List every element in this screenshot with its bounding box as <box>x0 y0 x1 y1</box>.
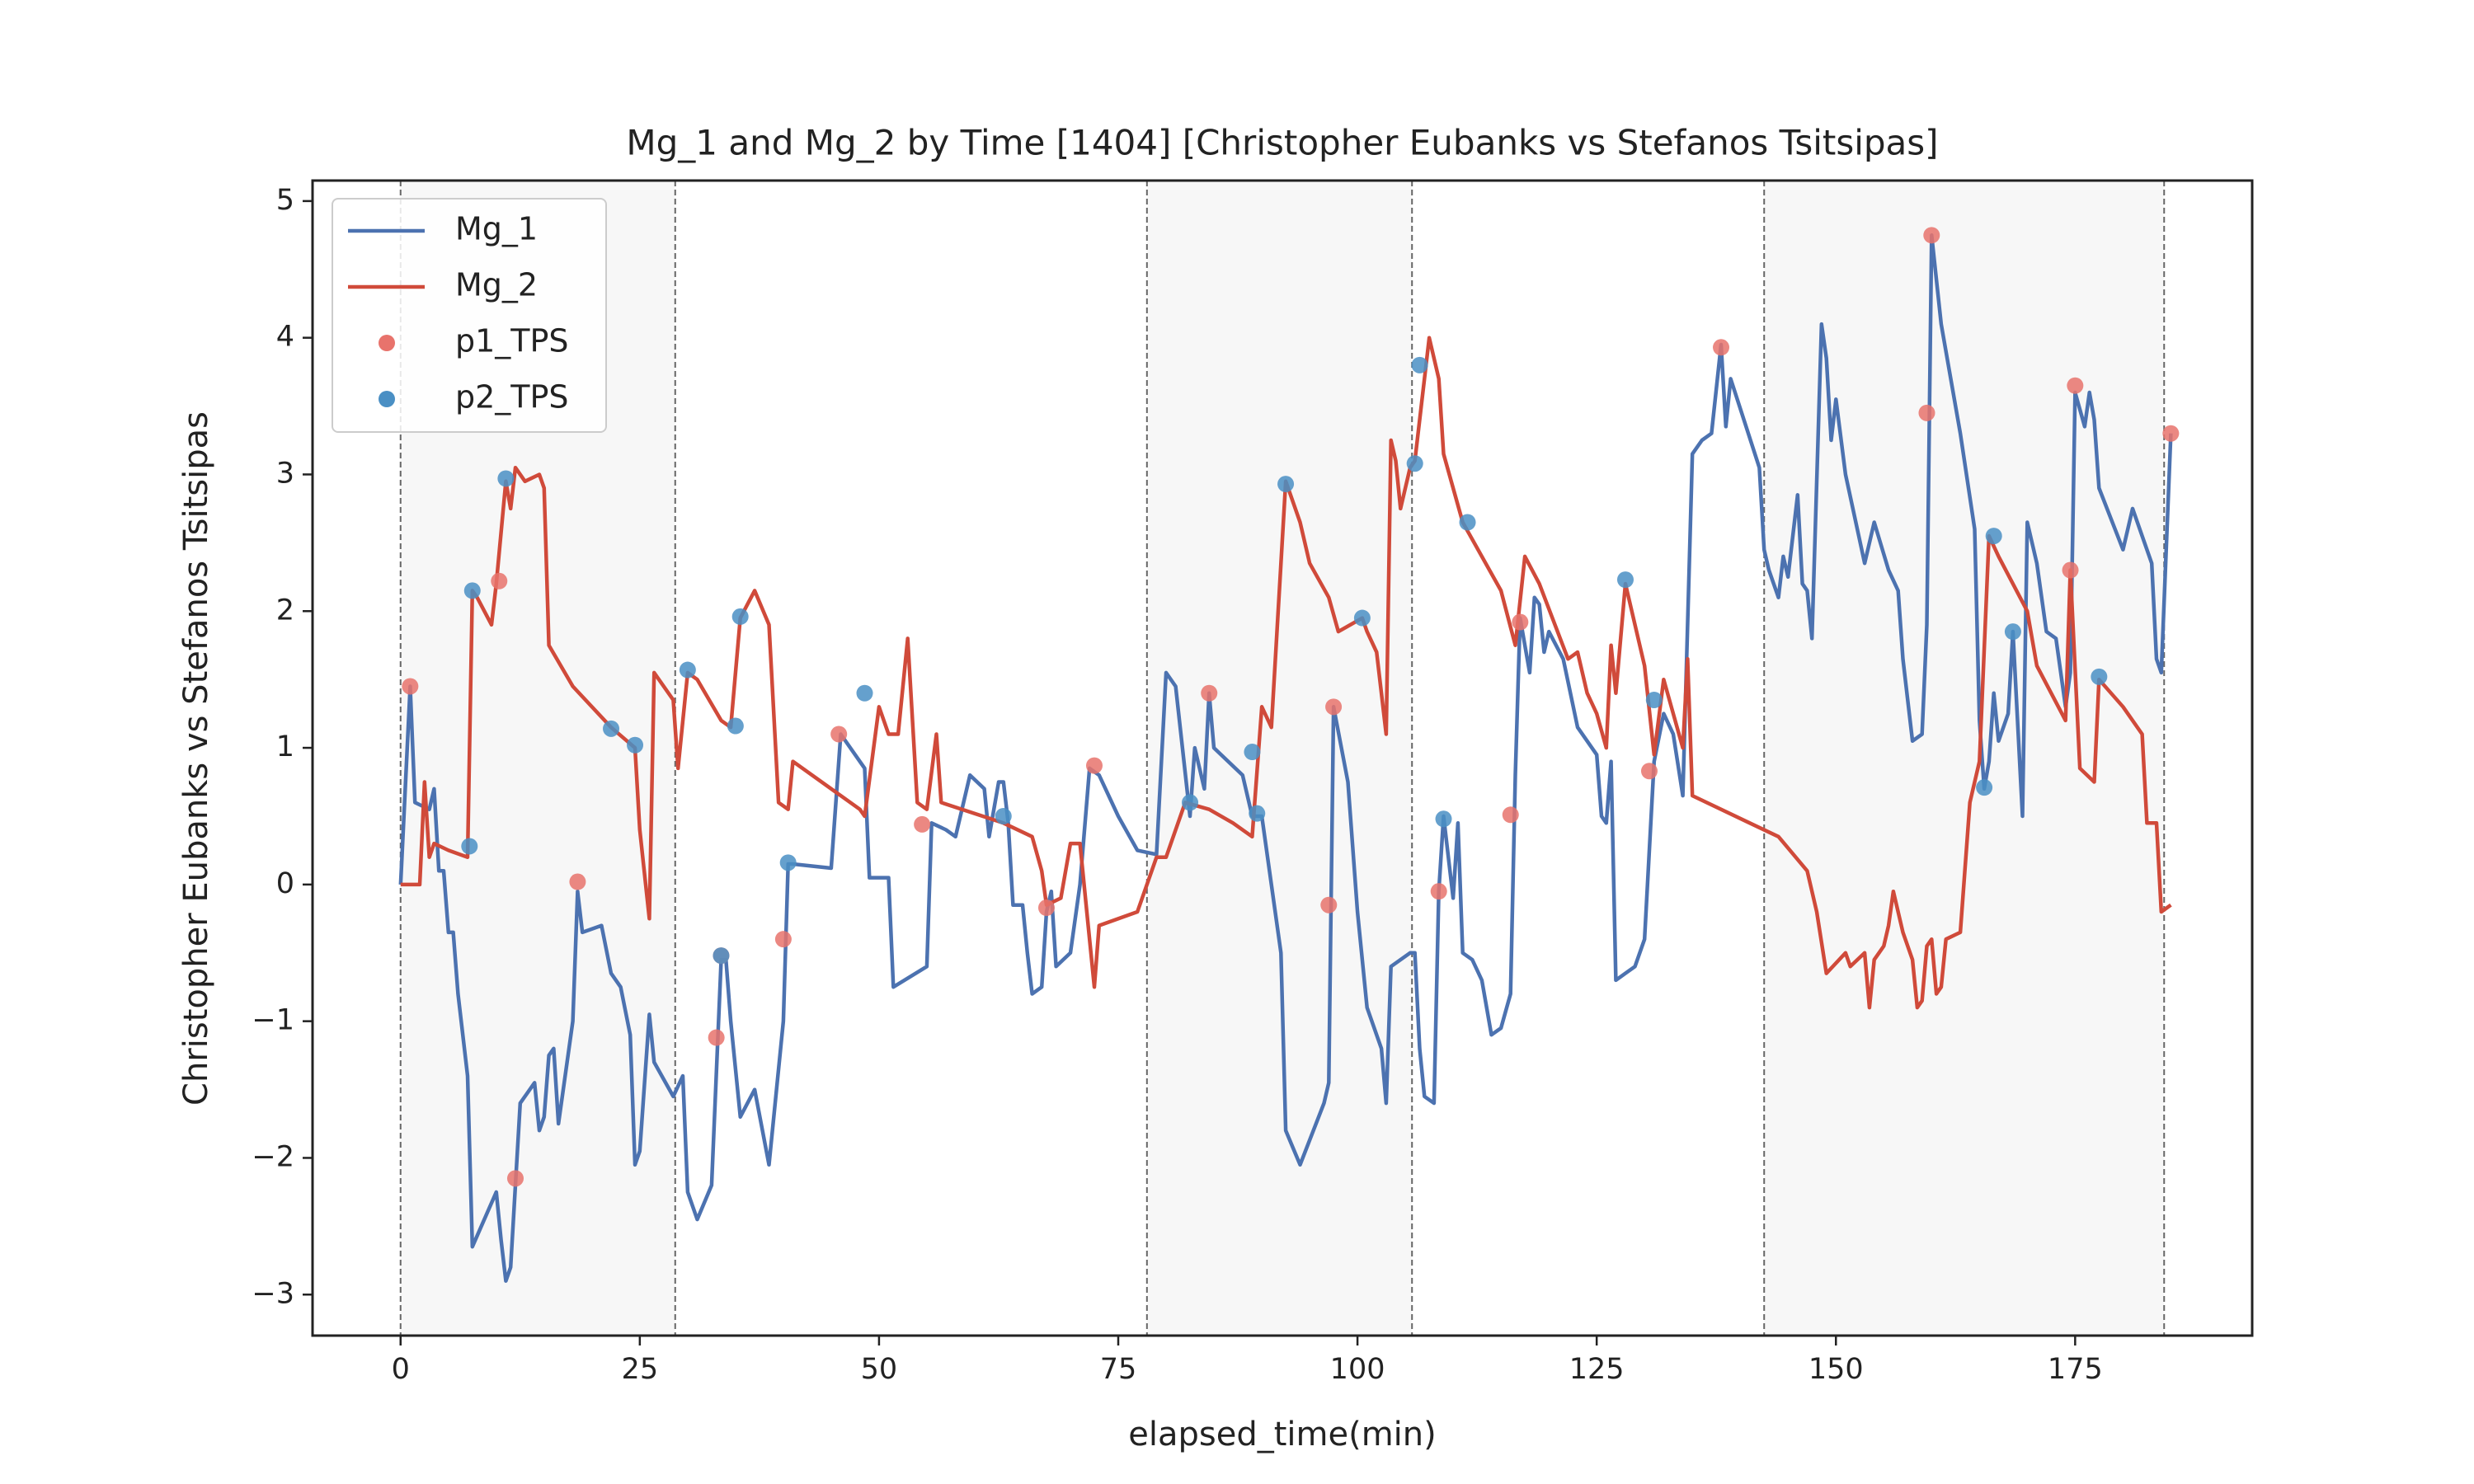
legend-frame <box>332 198 607 433</box>
tps-point <box>1918 404 1935 421</box>
tps-point <box>2062 561 2079 579</box>
tps-point <box>1645 692 1663 709</box>
tps-point <box>497 470 515 487</box>
tps-point <box>1325 698 1343 716</box>
tps-point <box>1085 757 1103 774</box>
tps-point <box>1923 227 1940 244</box>
y-tick-label: 4 <box>276 321 294 354</box>
legend-marker <box>379 335 395 351</box>
tps-point <box>1713 339 1730 356</box>
tps-point <box>1512 613 1529 631</box>
x-tick-label: 75 <box>1100 1353 1137 1386</box>
tps-point <box>1182 794 1199 811</box>
tps-point <box>1411 356 1428 373</box>
tps-point <box>461 838 478 855</box>
tps-point <box>774 931 792 948</box>
y-tick-label: 5 <box>276 184 294 217</box>
legend-label: p2_TPS <box>455 379 569 416</box>
tps-point <box>1435 810 1452 828</box>
tps-point <box>1277 476 1295 493</box>
set-shade <box>1146 181 1413 1336</box>
tps-point <box>1640 763 1658 780</box>
legend-label: p1_TPS <box>455 323 569 359</box>
plot-area <box>398 227 2180 1283</box>
x-tick-label: 25 <box>622 1353 659 1386</box>
tps-point <box>1244 744 1261 761</box>
tps-point <box>713 947 730 965</box>
y-tick-label: 3 <box>276 457 294 490</box>
tps-point <box>1201 684 1218 702</box>
tps-point <box>1037 899 1055 917</box>
legend: Mg_1 Mg_2 p1_TPS p2_TPS <box>332 198 607 433</box>
tps-point <box>1249 805 1266 822</box>
tps-point <box>830 726 848 743</box>
tps-point <box>2067 377 2084 394</box>
tps-point <box>1430 883 1447 900</box>
y-tick-label: −2 <box>252 1140 294 1173</box>
tps-point <box>914 815 931 833</box>
x-tick-label: 175 <box>2048 1353 2103 1386</box>
y-tick-label: −3 <box>252 1277 294 1310</box>
tps-point <box>708 1029 725 1046</box>
tps-point <box>2091 668 2108 685</box>
legend-label: Mg_2 <box>455 267 538 303</box>
x-tick-label: 125 <box>1569 1353 1625 1386</box>
tps-point <box>1406 455 1423 472</box>
tps-point <box>402 678 419 695</box>
x-tick-label: 50 <box>861 1353 898 1386</box>
y-tick-label: 0 <box>276 867 294 900</box>
x-tick-label: 100 <box>1330 1353 1385 1386</box>
y-tick-label: 1 <box>276 730 294 763</box>
tps-point <box>627 736 644 754</box>
y-tick-label: −1 <box>252 1004 294 1037</box>
y-axis-label: Christopher Eubanks vs Stefanos Tsitsipa… <box>177 411 215 1106</box>
tps-point <box>1320 896 1338 913</box>
tps-point <box>995 807 1012 824</box>
tps-point <box>731 608 749 625</box>
tps-point <box>1616 571 1634 589</box>
tps-point <box>856 684 873 702</box>
series-line <box>398 233 2173 1283</box>
tps-point <box>727 717 744 735</box>
tps-point <box>1353 609 1371 627</box>
tps-point <box>506 1170 524 1187</box>
tps-point <box>603 720 620 737</box>
y-tick-label: 2 <box>276 594 294 627</box>
x-tick-label: 150 <box>1808 1353 1864 1386</box>
tps-point <box>491 572 508 589</box>
tps-point <box>2004 623 2021 641</box>
legend-label: Mg_1 <box>455 211 538 247</box>
tps-point <box>463 582 481 599</box>
tps-point <box>1985 528 2002 545</box>
tps-point <box>1976 779 1993 796</box>
tps-point <box>2162 425 2180 442</box>
tps-point <box>679 661 696 679</box>
x-tick-label: 0 <box>392 1353 410 1386</box>
axes-frame <box>311 179 2254 1337</box>
tps-point <box>779 854 797 871</box>
tps-point <box>1459 514 1476 531</box>
legend-marker <box>379 391 395 407</box>
set-shade <box>1764 181 2165 1336</box>
tps-point <box>569 873 586 890</box>
tps-point <box>1502 806 1519 824</box>
chart-title: Mg_1 and Mg_2 by Time [1404] [Christophe… <box>626 123 1938 163</box>
x-axis-label: elapsed_time(min) <box>1128 1416 1436 1453</box>
